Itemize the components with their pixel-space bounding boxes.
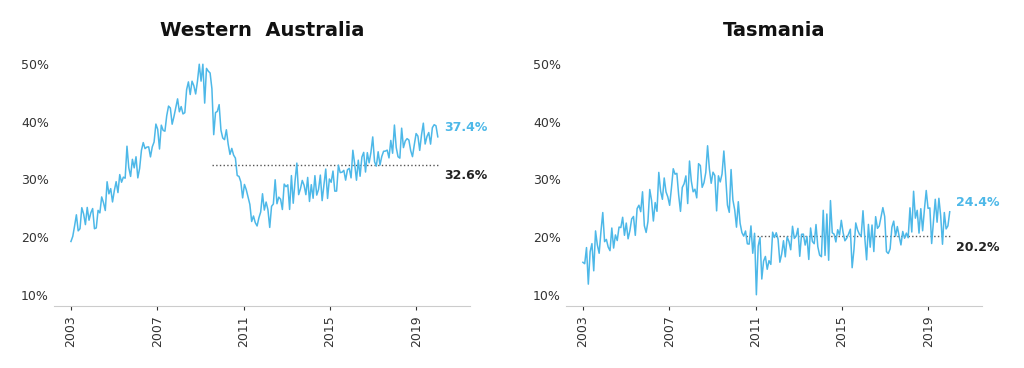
Title: Tasmania: Tasmania [723,21,825,40]
Text: 20.2%: 20.2% [956,241,999,254]
Title: Western  Australia: Western Australia [160,21,365,40]
Text: 24.4%: 24.4% [956,196,999,209]
Text: 37.4%: 37.4% [444,121,487,134]
Text: 32.6%: 32.6% [444,169,487,182]
